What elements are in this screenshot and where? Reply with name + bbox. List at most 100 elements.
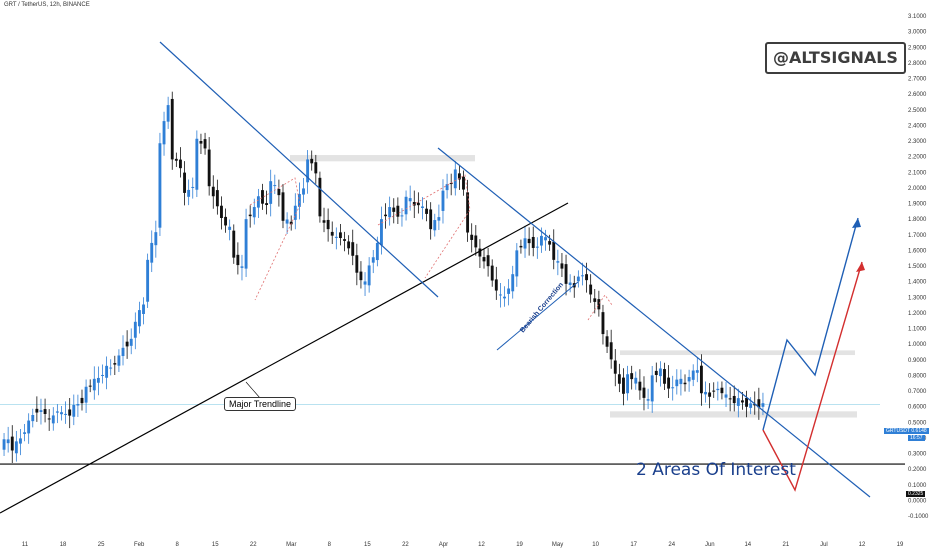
candle-body bbox=[728, 398, 732, 400]
candle-body bbox=[605, 336, 609, 347]
candle-body bbox=[380, 219, 383, 246]
candle-body bbox=[363, 281, 367, 285]
projection-arrows bbox=[762, 217, 865, 492]
candle-body bbox=[482, 257, 486, 262]
x-tick-label: 15 bbox=[364, 542, 371, 548]
y-tick-label: 1.7000 bbox=[908, 233, 927, 239]
candle-body bbox=[663, 369, 666, 384]
candle-body bbox=[699, 365, 703, 394]
time-axis: 11 18 25 Feb 8 15 22 Mar 8 15 22 Apr 12 19 May 10 17 24 Ju… bbox=[22, 542, 904, 548]
candle-body bbox=[470, 234, 474, 240]
candle-body bbox=[215, 190, 219, 207]
resistance-zones bbox=[290, 155, 857, 418]
x-tick-label: 21 bbox=[783, 542, 790, 548]
y-tick-label: 3.0000 bbox=[908, 30, 927, 36]
candle-body bbox=[564, 264, 568, 284]
x-tick-label: 8 bbox=[328, 542, 332, 548]
candle-body bbox=[261, 190, 264, 204]
candle-body bbox=[347, 241, 351, 249]
candle-body bbox=[466, 192, 470, 233]
y-tick-label: -0.1000 bbox=[908, 514, 929, 520]
candle-body bbox=[531, 236, 535, 248]
candle-body bbox=[585, 274, 588, 281]
candle-body bbox=[745, 397, 748, 407]
candle-body bbox=[560, 263, 564, 269]
resistance-zone bbox=[620, 350, 855, 356]
candle-body bbox=[96, 377, 100, 383]
y-tick-label: 1.0000 bbox=[908, 342, 927, 348]
candle-body bbox=[519, 245, 523, 248]
rising-channel-2 bbox=[377, 174, 471, 279]
y-tick-label: 0.6000 bbox=[908, 405, 927, 411]
candle-body bbox=[716, 388, 720, 391]
candle-body bbox=[441, 190, 445, 211]
candle-body bbox=[19, 438, 22, 444]
candle-body bbox=[375, 242, 379, 261]
x-tick-label: 18 bbox=[60, 542, 67, 548]
y-tick-label: 0.9000 bbox=[908, 358, 927, 364]
candle-body bbox=[535, 246, 539, 248]
x-tick-label: May bbox=[552, 542, 563, 548]
resistance-zone bbox=[610, 411, 857, 418]
pair-name: GRTUSDT bbox=[886, 428, 910, 434]
candle-body bbox=[478, 248, 482, 257]
y-tick-label: 1.5000 bbox=[908, 264, 927, 270]
major-trendline-pointer bbox=[245, 381, 261, 399]
x-tick-label: 14 bbox=[744, 542, 751, 548]
candle-body bbox=[146, 259, 150, 302]
candle-body bbox=[105, 365, 109, 378]
candle-body bbox=[412, 202, 416, 206]
candle-body bbox=[297, 194, 301, 207]
y-tick-label: 1.1000 bbox=[908, 327, 927, 333]
candle-body bbox=[617, 374, 621, 384]
projection-path bbox=[762, 217, 859, 431]
candle-body bbox=[544, 237, 547, 241]
candle-body bbox=[449, 183, 453, 185]
candle-body bbox=[539, 235, 543, 246]
candle-body bbox=[626, 374, 630, 394]
y-tick-label: 2.6000 bbox=[908, 92, 927, 98]
candle-body bbox=[195, 138, 199, 190]
watermark-badge: @ALTSIGNALS bbox=[765, 42, 906, 74]
candle-body bbox=[687, 377, 691, 382]
candle-body bbox=[371, 257, 375, 263]
candle-body bbox=[326, 219, 330, 230]
candle-body bbox=[27, 420, 31, 434]
candle-body bbox=[433, 220, 437, 231]
candles bbox=[2, 91, 765, 463]
y-tick-label: 2.3000 bbox=[908, 139, 927, 145]
candle-body bbox=[137, 310, 141, 327]
candle-body bbox=[76, 404, 80, 406]
candle-body bbox=[203, 139, 207, 149]
x-tick-label: 12 bbox=[859, 542, 866, 548]
candle-body bbox=[318, 177, 322, 217]
y-tick-label: 3.1000 bbox=[908, 14, 927, 20]
candle-body bbox=[429, 209, 433, 230]
candle-body bbox=[712, 390, 716, 392]
candle-body bbox=[60, 412, 63, 415]
y-tick-label: 2.9000 bbox=[908, 45, 927, 51]
candle-body bbox=[650, 375, 654, 402]
candle-body bbox=[277, 188, 281, 196]
x-tick-label: Mar bbox=[286, 542, 296, 548]
candle-body bbox=[117, 355, 121, 366]
candle-body bbox=[613, 360, 617, 374]
y-tick-label: 0.3000 bbox=[908, 452, 927, 458]
candle-body bbox=[314, 162, 318, 174]
candle-body bbox=[437, 217, 441, 221]
candle-body bbox=[416, 202, 420, 206]
candle-body bbox=[109, 367, 113, 369]
candle-body bbox=[248, 214, 252, 217]
candle-body bbox=[68, 409, 72, 416]
major-trendline bbox=[0, 202, 569, 514]
candle-body bbox=[453, 169, 457, 189]
y-tick-label: 0.0000 bbox=[908, 498, 927, 504]
candle-body bbox=[293, 205, 297, 220]
candle-body bbox=[289, 221, 293, 225]
candle-body bbox=[404, 196, 408, 215]
y-tick-label: 2.0000 bbox=[908, 186, 927, 192]
candle-body bbox=[302, 188, 305, 195]
x-tick-label: 24 bbox=[668, 542, 675, 548]
candle-body bbox=[646, 399, 650, 401]
